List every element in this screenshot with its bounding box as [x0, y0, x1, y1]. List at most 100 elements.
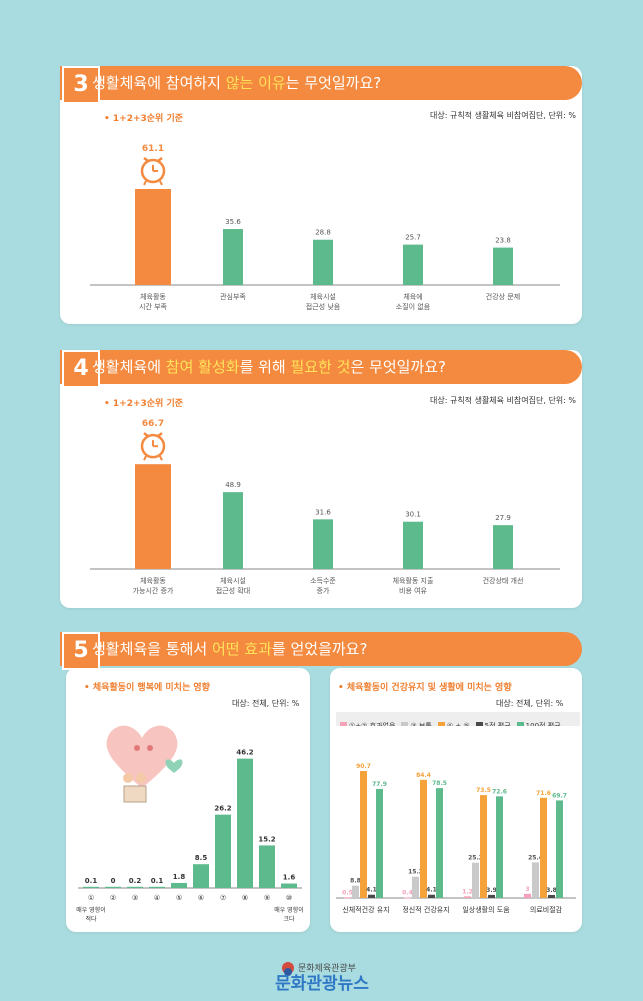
category-label: 건강상 문제 [486, 292, 520, 301]
category-label: ⑨ [264, 894, 270, 902]
bar [556, 800, 563, 898]
category-label: ④ [154, 894, 160, 902]
category-label: 소질이 없음 [396, 302, 431, 311]
panel-5-right-chart: 0.5 8.8 90.7 4.1 77.9 신체적건강 유지 0.4 15.2 84.4 4.1 7… [336, 763, 576, 914]
category-label: 증가 [317, 586, 330, 595]
category-label: 시간 부족 [139, 302, 168, 311]
panel-5-title: 생활체육을 통해서 어떤 효과를 얻었을까요? [92, 640, 368, 658]
bar [532, 862, 539, 898]
ministry-name: 문화체육관광부 [298, 962, 356, 974]
panel-5-left-note: 대상: 전체, 단위: % [232, 699, 300, 708]
data-label: 4.1 [426, 887, 437, 894]
brand-name: 문화관광뉴스 [275, 974, 369, 992]
category-label: 체육시설 [220, 577, 246, 585]
data-label: 31.6 [315, 508, 331, 516]
panel-3-title: 생활체육에 참여하지 않는 이유는 무엇일까요? [92, 74, 382, 92]
panel-4-number: 4 [62, 350, 100, 388]
data-label: 1.8 [173, 873, 186, 881]
data-label: 0.5 [342, 889, 353, 896]
category-label: ⑧ [242, 894, 248, 902]
panel-5-right-note: 대상: 전체, 단위: % [496, 699, 564, 708]
bar [215, 814, 231, 888]
legend-label: 100점 평균 [525, 721, 561, 727]
bar [493, 525, 513, 569]
legend-item: 5점 평균 [475, 721, 511, 727]
data-label: 0.1 [85, 877, 98, 885]
category-label: 신체적건강 유지 [342, 905, 389, 914]
data-label: 0 [111, 877, 116, 885]
data-label: 30.1 [405, 511, 421, 519]
category-label: ② [110, 894, 116, 902]
bar [496, 796, 503, 898]
axis-end-label: 매우 영향이 [274, 906, 304, 914]
data-label: 3.8 [546, 887, 557, 894]
panel-4-note: 대상: 규칙적 생활체육 비참여집단, 단위: % [430, 396, 577, 405]
bar [376, 788, 383, 898]
bar [464, 896, 471, 898]
legend-swatch [401, 722, 409, 726]
legend-swatch [437, 722, 445, 726]
category-label: 체육활동 [140, 576, 166, 585]
bar [313, 239, 333, 285]
data-label: 84.4 [416, 772, 431, 779]
data-label: 61.1 [142, 144, 164, 154]
data-label: 1.6 [283, 874, 296, 882]
bar [493, 247, 513, 285]
bar [472, 862, 479, 898]
bar [524, 893, 531, 898]
data-label: 73.5 [476, 787, 491, 794]
bar [135, 464, 171, 569]
data-label: 78.5 [432, 780, 447, 787]
legend-item: 100점 평균 [516, 721, 561, 727]
panel-5-header [60, 632, 582, 666]
data-label: 72.6 [492, 788, 507, 795]
data-label: 3.9 [486, 887, 497, 894]
alarm-clock-icon [140, 156, 166, 186]
category-label: 비용 여유 [399, 586, 428, 595]
data-label: 28.8 [315, 229, 331, 237]
bar [480, 795, 487, 898]
data-label: 27.9 [495, 514, 511, 522]
axis-end-label: 매우 영향이 [76, 906, 106, 914]
legend-label: 5점 평균 [484, 721, 511, 727]
legend-label: ④ + ⑤ [446, 721, 470, 727]
panel-5-right-subtitle: • 체육활동이 건강유지 및 생활에 미치는 영향 [338, 683, 512, 693]
data-label: 0.1 [151, 877, 164, 885]
bar [488, 894, 495, 898]
category-label: 접근성 확대 [216, 586, 250, 595]
panel-4-title: 생활체육에 참여 활성화를 위해 필요한 것은 무엇일까요? [92, 358, 446, 376]
panel-5-right-legend: ①+② 효과없음 ③ 보통 ④ + ⑤ 5점 평균 100점 평균 [336, 712, 580, 726]
footer-logo: 문화체육관광부 문화관광뉴스 [252, 958, 392, 994]
data-label: 77.9 [372, 781, 387, 788]
category-label: 의료비절감 [530, 905, 563, 914]
category-label: 일상생활의 도움 [462, 905, 510, 914]
bar [428, 894, 435, 898]
data-label: 25.2 [468, 855, 483, 862]
legend-swatch [340, 722, 347, 726]
data-label: 0.2 [129, 877, 142, 885]
category-label: ① [88, 894, 94, 902]
category-label: 접근성 낮음 [306, 302, 341, 311]
data-label: 0.4 [402, 889, 413, 896]
bar [540, 797, 547, 898]
category-label: ⑦ [220, 894, 226, 902]
bar [352, 885, 359, 898]
legend-label: ①+② 효과없음 [349, 721, 396, 727]
data-label: 4.1 [366, 887, 377, 894]
category-label: 관심부족 [220, 292, 246, 301]
data-label: 35.6 [225, 218, 241, 226]
category-label: 체육활동 [140, 292, 166, 301]
bar [436, 788, 443, 898]
data-label: 3 [525, 886, 529, 893]
legend-swatch [475, 722, 483, 726]
category-label: 소득수준 [310, 577, 336, 585]
category-label: 정신적 건강유지 [402, 905, 449, 914]
bar [403, 244, 423, 285]
bar [171, 882, 187, 888]
panel-4-header [60, 350, 582, 384]
data-label: 69.7 [552, 792, 567, 799]
category-label: 체육활동 지출 [393, 576, 434, 585]
panel-3-header [60, 66, 582, 100]
